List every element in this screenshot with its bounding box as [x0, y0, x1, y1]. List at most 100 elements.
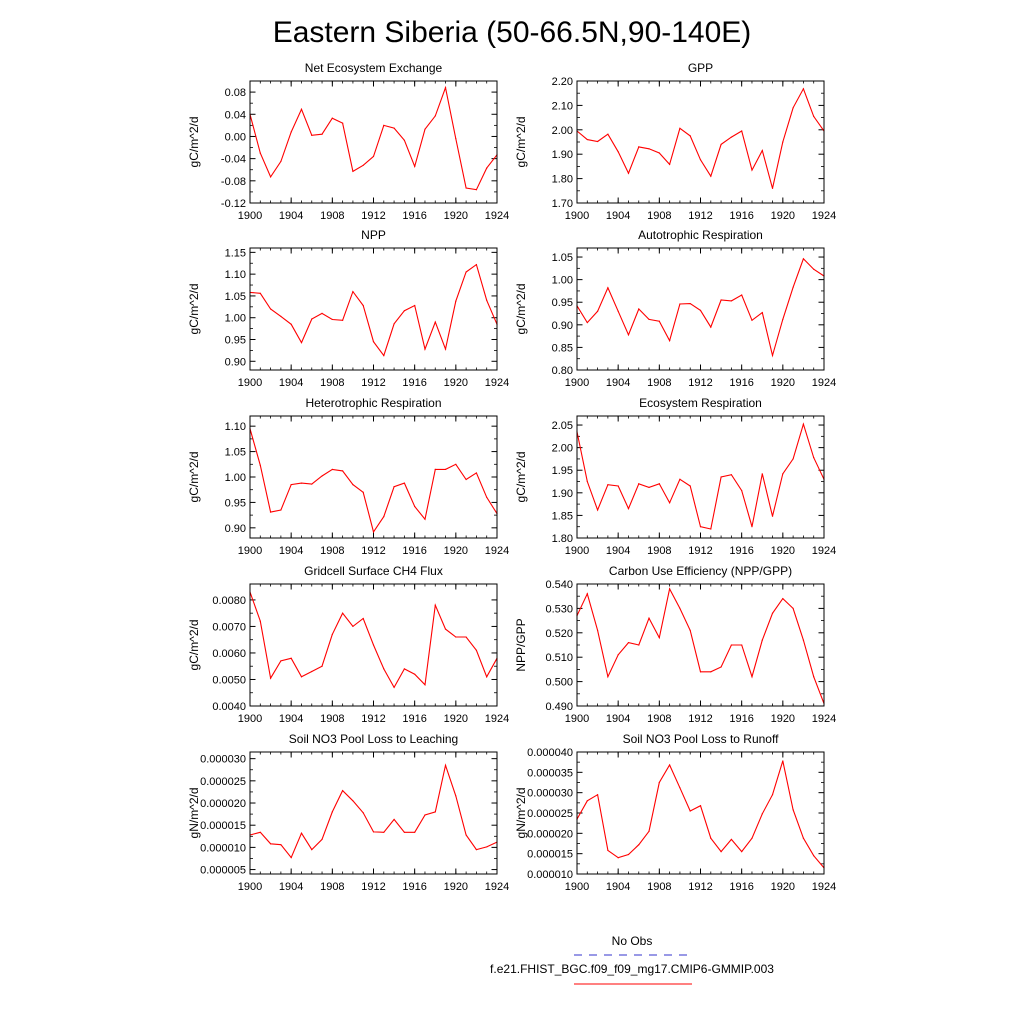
data-point [586, 138, 588, 141]
data-point [679, 303, 681, 305]
series-line [249, 85, 498, 191]
data-point [259, 620, 261, 622]
y-tick-label: 1.05 [225, 447, 246, 459]
data-point [596, 140, 599, 143]
data-point [699, 159, 702, 161]
data-point [321, 665, 323, 667]
y-tick-label: 0.04 [225, 109, 246, 121]
data-point [627, 172, 630, 174]
x-tick-label: 1920 [444, 210, 468, 222]
data-point [321, 475, 323, 477]
y-tick-label: 0.500 [545, 677, 573, 689]
data-point [352, 484, 354, 486]
data-point [259, 831, 261, 833]
data-point [362, 617, 364, 620]
y-tick-label: 0.000035 [527, 767, 573, 779]
x-tick-label: 1924 [485, 713, 509, 725]
data-point [699, 309, 702, 311]
data-point [342, 470, 344, 472]
panel-title: Ecosystem Respiration [639, 396, 762, 410]
x-tick-label: 1908 [320, 881, 344, 893]
data-point [424, 518, 426, 520]
data-point [771, 187, 774, 189]
data-point [290, 131, 292, 133]
data-point [259, 152, 261, 154]
x-tick-label: 1924 [812, 713, 836, 725]
y-tick-label: 0.90 [552, 320, 573, 332]
y-tick-label: 1.70 [552, 198, 573, 210]
series-line [576, 760, 825, 869]
x-tick-label: 1924 [485, 377, 509, 389]
data-point [290, 323, 292, 325]
y-tick-label: 0.0070 [212, 621, 246, 633]
plot-frame [576, 751, 825, 875]
data-point [596, 509, 599, 511]
data-point [761, 312, 763, 314]
x-tick-label: 1900 [565, 377, 589, 389]
data-point [383, 355, 385, 357]
data-point [761, 639, 763, 641]
y-tick-label: 0.510 [545, 652, 573, 664]
panel-title: NPP [361, 228, 386, 242]
y-tick-label: 0.000010 [200, 842, 246, 854]
plot-frame [576, 80, 825, 204]
data-point [269, 677, 272, 679]
y-axis-label: gC/m^2/d [187, 620, 201, 671]
data-point [434, 321, 436, 323]
data-point [455, 636, 457, 638]
data-point [771, 612, 774, 614]
data-point [648, 486, 650, 488]
data-point [658, 152, 660, 154]
data-point [455, 300, 457, 302]
chart-panel-9: Soil NO3 Pool Loss to Leaching 1900 1904 19… [187, 732, 509, 893]
y-tick-label: 1.90 [552, 149, 573, 161]
y-tick-label: 1.95 [552, 465, 573, 477]
data-point [486, 299, 488, 301]
data-point [383, 831, 385, 833]
data-point [751, 169, 753, 171]
data-point [321, 312, 323, 314]
data-point [730, 644, 732, 646]
x-tick-label: 1904 [279, 881, 303, 893]
y-tick-label: 0.0050 [212, 674, 246, 686]
data-point [342, 789, 344, 792]
data-point [741, 489, 743, 492]
data-point [730, 300, 732, 302]
data-point [751, 526, 753, 528]
data-point [311, 483, 313, 485]
data-point [761, 813, 763, 815]
chart-panel-4: Autotrophic Respiration 1900 1904 1908 1912 1… [514, 228, 836, 389]
data-point [311, 849, 313, 851]
data-point [321, 838, 323, 840]
data-point [648, 318, 650, 320]
x-tick-label: 1908 [647, 713, 671, 725]
data-point [782, 473, 784, 475]
data-point [658, 320, 660, 322]
data-point [424, 814, 426, 816]
series-line [576, 587, 825, 704]
data-point [444, 628, 447, 630]
y-tick-label: 2.20 [552, 76, 573, 88]
y-tick-label: 0.000015 [200, 820, 246, 832]
data-point [679, 787, 681, 789]
data-point [259, 292, 261, 294]
y-tick-label: 2.10 [552, 100, 573, 112]
y-tick-label: 0.0040 [212, 701, 246, 713]
y-tick-label: 1.85 [552, 510, 573, 522]
data-point [699, 805, 702, 807]
x-tick-label: 1900 [238, 545, 262, 557]
y-tick-label: -0.08 [221, 176, 246, 188]
y-tick-label: 0.000025 [527, 808, 573, 820]
y-tick-label: 0.08 [225, 87, 246, 99]
data-point [741, 644, 743, 646]
y-tick-label: 0.000010 [527, 869, 573, 881]
x-tick-label: 1900 [565, 881, 589, 893]
x-tick-label: 1908 [647, 210, 671, 222]
y-tick-label: 0.000015 [527, 849, 573, 861]
data-point [689, 135, 691, 137]
x-tick-label: 1920 [444, 545, 468, 557]
data-point [679, 607, 681, 610]
data-point [342, 122, 344, 124]
data-point [280, 844, 282, 846]
data-point [383, 124, 385, 126]
